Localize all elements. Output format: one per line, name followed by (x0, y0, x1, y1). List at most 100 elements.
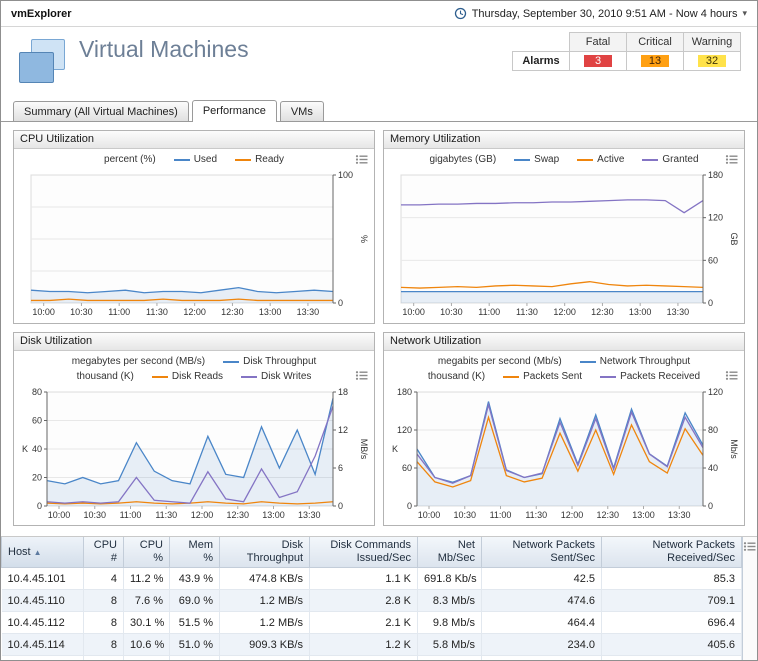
table-cell: 696.4 (601, 611, 742, 635)
legend-item: Ready (235, 154, 284, 165)
table-cell: 894.0 KB/s (219, 655, 310, 660)
panel-cpu-utilization: CPU Utilization percent (%) Used Ready 10:… (13, 130, 375, 324)
host-metrics-table: Host ▲ CPU # CPU % Mem % Disk Throughput Disk … (1, 537, 742, 660)
chart-options-icon[interactable] (725, 154, 738, 165)
svg-text:100: 100 (338, 170, 353, 180)
column-header[interactable]: Disk Commands Issued/Sec (309, 537, 418, 569)
svg-text:40: 40 (32, 444, 42, 454)
chart-options-icon[interactable] (355, 154, 368, 165)
legend-swatch (241, 375, 258, 378)
panel-network-utilization: Network Utilization megabits per second … (383, 332, 745, 526)
table-cell: 68.7 % (169, 655, 220, 660)
chart-options-icon[interactable] (725, 370, 738, 381)
chart-legend: gigabytes (GB) Swap Active Granted (384, 149, 744, 167)
table-cell: 11.2 % (123, 567, 170, 591)
svg-text:10:00: 10:00 (402, 307, 425, 317)
svg-text:0: 0 (37, 501, 42, 511)
svg-text:11:00: 11:00 (120, 510, 142, 520)
svg-text:60: 60 (708, 255, 718, 265)
table-cell: 51.0 % (169, 633, 220, 657)
warning-count-badge[interactable]: 32 (698, 55, 726, 67)
svg-text:13:00: 13:00 (632, 510, 655, 520)
panel-title: Memory Utilization (384, 131, 744, 149)
svg-text:120: 120 (708, 213, 723, 223)
column-header[interactable]: Network Packets Received/Sec (601, 537, 742, 569)
table-cell: 5.8 Mb/s (417, 633, 482, 657)
table-cell: 43.9 % (169, 567, 220, 591)
disk-utilization-chart: 10:00 10:30 11:00 11:30 12:00 12:30 13:00 13:30… (22, 387, 369, 520)
table-cell: 8 (83, 589, 124, 613)
legend-item: Swap (514, 154, 559, 165)
svg-text:11:30: 11:30 (146, 307, 168, 317)
table-cell: 234.0 (481, 633, 602, 657)
svg-text:0: 0 (407, 501, 412, 511)
legend-swatch (600, 375, 617, 378)
column-header[interactable]: Net Mb/Sec (417, 537, 482, 569)
legend-item: Disk Throughput (223, 356, 316, 367)
table-cell: 1.1 K (309, 567, 418, 591)
legend-swatch (151, 375, 168, 378)
critical-count-badge[interactable]: 13 (641, 55, 669, 67)
table-cell: 464.4 (481, 611, 602, 635)
panel-disk-utilization: Disk Utilization megabytes per second (M… (13, 332, 375, 526)
charts-grid: CPU Utilization percent (%) Used Ready 10:… (1, 122, 757, 532)
panel-title: Network Utilization (384, 333, 744, 351)
table-cell: 7.6 % (123, 589, 170, 613)
svg-text:11:00: 11:00 (108, 307, 130, 317)
svg-text:%: % (359, 235, 369, 243)
svg-text:GB: GB (729, 232, 739, 245)
legend-item: Granted (642, 154, 699, 165)
table-cell: 6.8 Mb/s (417, 655, 482, 660)
column-header[interactable]: Network Packets Sent/Sec (481, 537, 602, 569)
table-cell: 1.2 K (309, 633, 418, 657)
svg-text:13:00: 13:00 (262, 510, 285, 520)
legend-item: Network Throughput (579, 356, 690, 367)
fatal-count-badge[interactable]: 3 (584, 55, 612, 67)
svg-text:12:30: 12:30 (596, 510, 619, 520)
alarms-col-fatal: Fatal (569, 32, 627, 52)
table-row[interactable]: 10.4.45.116817.9 %68.7 %894.0 KB/s1.3 K6… (1, 655, 742, 660)
svg-text:120: 120 (397, 425, 412, 435)
svg-text:10:00: 10:00 (48, 510, 71, 520)
table-row[interactable]: 10.4.45.110 8 7.6 % 69.0 % 1.2 MB/s 2.8 K 8.3 … (1, 589, 742, 613)
host-cell: 10.4.45.116 (1, 655, 84, 660)
app-title: vmExplorer (11, 7, 72, 20)
column-header[interactable]: Mem % (169, 537, 220, 569)
alarms-label: Alarms (512, 51, 570, 71)
legend-axis-label: percent (%) (104, 154, 156, 165)
svg-text:10:30: 10:30 (440, 307, 463, 317)
table-cell: 2.1 K (309, 611, 418, 635)
table-cell: 474.6 (481, 589, 602, 613)
alarms-summary: Fatal Critical Warning Alarms 3 13 32 (512, 32, 741, 71)
time-range-selector[interactable]: Thursday, September 30, 2010 9:51 AM - N… (454, 7, 747, 20)
host-cell: 10.4.45.114 (1, 633, 84, 657)
table-cell: 8.3 Mb/s (417, 589, 482, 613)
svg-text:12:30: 12:30 (226, 510, 249, 520)
legend-swatch (173, 158, 190, 161)
table-scrollbar-gutter[interactable] (742, 537, 757, 660)
table-cell: 30.1 % (123, 611, 170, 635)
page-header: Virtual Machines Fatal Critical Warning … (1, 27, 757, 95)
chart-options-icon[interactable] (355, 370, 368, 381)
column-header[interactable]: CPU # (83, 537, 124, 569)
table-options-icon[interactable] (743, 541, 756, 552)
panel-title: Disk Utilization (14, 333, 374, 351)
tab-performance[interactable]: Performance (191, 100, 277, 122)
svg-text:11:30: 11:30 (155, 510, 177, 520)
column-header[interactable]: CPU % (123, 537, 170, 569)
svg-text:11:00: 11:00 (490, 510, 512, 520)
tab-vms[interactable]: VMs (279, 101, 324, 121)
column-header[interactable]: Disk Throughput (219, 537, 310, 569)
alarms-blank-cell (513, 33, 570, 52)
svg-text:12:00: 12:00 (553, 307, 576, 317)
panel-memory-utilization: Memory Utilization gigabytes (GB) Swap Act… (383, 130, 745, 324)
legend-item: Packets Received (600, 371, 700, 382)
table-row[interactable]: 10.4.45.112 8 30.1 % 51.5 % 1.2 MB/s 2.1 K 9.8… (1, 611, 742, 635)
column-header[interactable]: Host ▲ (1, 537, 84, 569)
table-cell: 1.2 MB/s (219, 589, 310, 613)
tab-summary[interactable]: Summary (All Virtual Machines) (13, 101, 189, 121)
chart-legend: megabytes per second (MB/s) Disk Throughp… (14, 351, 374, 384)
